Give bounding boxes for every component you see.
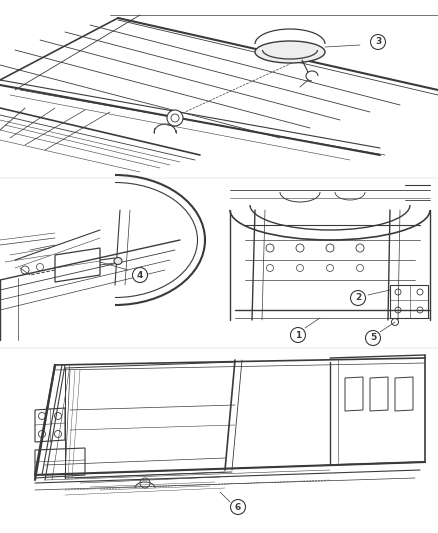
Circle shape	[371, 35, 385, 50]
Circle shape	[365, 330, 381, 345]
Text: 3: 3	[375, 37, 381, 46]
Text: 1: 1	[295, 330, 301, 340]
Ellipse shape	[114, 257, 122, 264]
Circle shape	[350, 290, 365, 305]
Text: 5: 5	[370, 334, 376, 343]
Ellipse shape	[255, 41, 325, 63]
Circle shape	[290, 327, 305, 343]
Text: 4: 4	[137, 271, 143, 279]
Text: 2: 2	[355, 294, 361, 303]
Circle shape	[230, 499, 246, 514]
Circle shape	[133, 268, 148, 282]
Circle shape	[167, 110, 183, 126]
Text: 6: 6	[235, 503, 241, 512]
